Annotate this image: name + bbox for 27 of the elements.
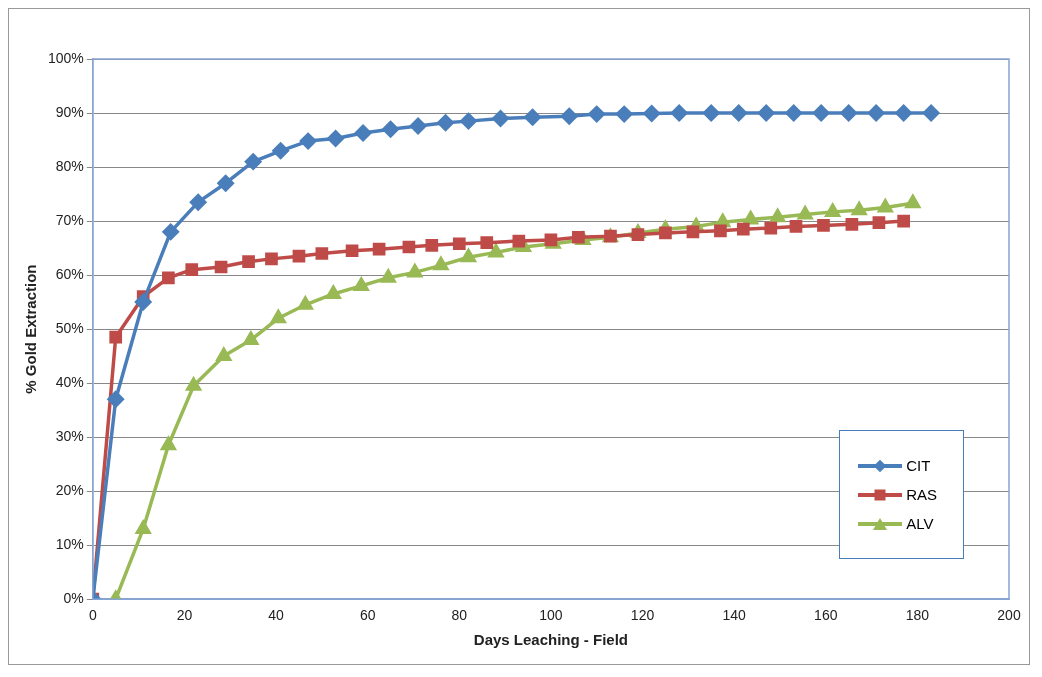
legend-label: RAS [906,486,937,504]
y-tick-label: 10% [55,536,84,553]
y-tick-label: 0% [63,590,84,607]
y-tick-label: 40% [55,373,84,390]
x-axis-title: Days Leaching - Field [473,631,629,649]
x-tick-label: 160 [814,607,838,624]
y-tick-label: 100% [47,49,84,66]
y-tick-label: 90% [55,103,84,120]
legend-label: CIT [906,457,931,475]
x-tick-label: 200 [997,607,1021,624]
x-tick-label: 180 [905,607,930,624]
x-tick-label: 60 [359,607,376,624]
x-tick-label: 120 [630,607,655,624]
x-tick-label: 0 [88,607,97,624]
y-tick-label: 60% [55,265,84,282]
y-axis-title: % Gold Extraction [22,264,40,394]
y-tick-label: 30% [55,428,84,444]
legend-label: ALV [906,515,934,533]
x-tick-label: 80 [451,607,468,624]
x-tick-label: 40 [268,607,285,624]
x-tick-label: 100 [539,607,563,624]
x-tick-label: 140 [722,607,747,624]
y-tick-label: 20% [55,482,84,499]
x-tick-label: 20 [176,607,193,624]
y-tick-label: 70% [55,211,84,228]
y-tick-label: 50% [55,319,84,336]
y-tick-label: 80% [55,157,84,174]
